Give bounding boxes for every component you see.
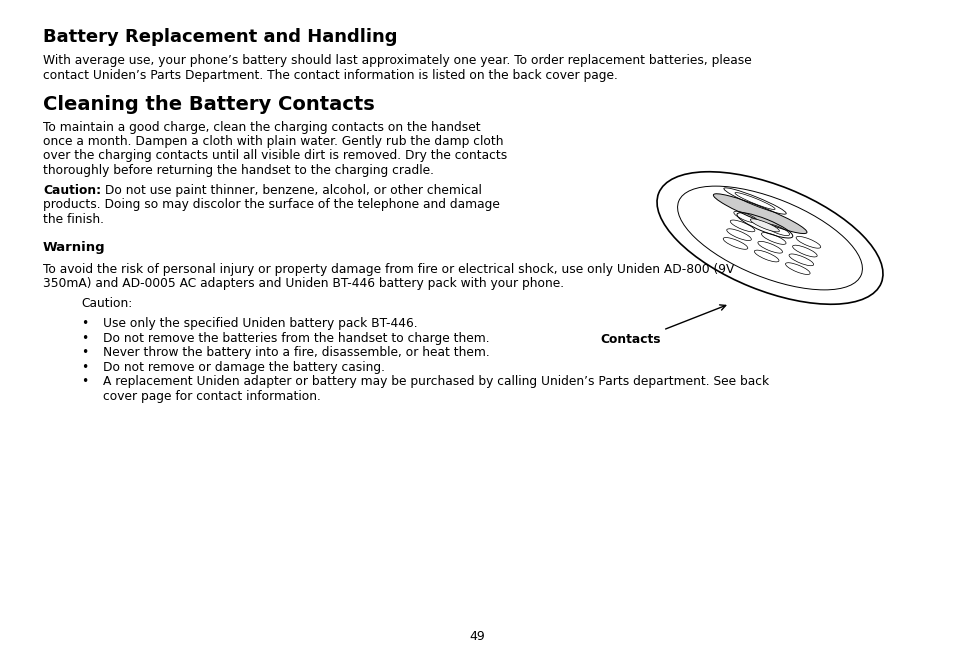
Text: 49: 49 bbox=[469, 630, 484, 643]
Text: •: • bbox=[81, 317, 89, 331]
Text: •: • bbox=[81, 361, 89, 374]
Text: Caution:: Caution: bbox=[81, 297, 132, 311]
Text: Do not use paint thinner, benzene, alcohol, or other chemical: Do not use paint thinner, benzene, alcoh… bbox=[101, 184, 481, 197]
Text: •: • bbox=[81, 347, 89, 359]
Text: To avoid the risk of personal injury or property damage from fire or electrical : To avoid the risk of personal injury or … bbox=[43, 263, 734, 276]
Ellipse shape bbox=[713, 194, 806, 234]
Text: Caution:: Caution: bbox=[43, 184, 101, 197]
Text: Warning: Warning bbox=[43, 241, 106, 254]
Text: •: • bbox=[81, 375, 89, 389]
Text: •: • bbox=[81, 332, 89, 345]
Ellipse shape bbox=[750, 219, 779, 232]
Text: contact Uniden’s Parts Department. The contact information is listed on the back: contact Uniden’s Parts Department. The c… bbox=[43, 69, 618, 81]
Text: To maintain a good charge, clean the charging contacts on the handset: To maintain a good charge, clean the cha… bbox=[43, 120, 480, 134]
Text: With average use, your phone’s battery should last approximately one year. To or: With average use, your phone’s battery s… bbox=[43, 54, 751, 67]
Text: 350mA) and AD-0005 AC adapters and Uniden BT-446 battery pack with your phone.: 350mA) and AD-0005 AC adapters and Unide… bbox=[43, 277, 563, 291]
Text: Battery Replacement and Handling: Battery Replacement and Handling bbox=[43, 28, 397, 46]
Text: Do not remove the batteries from the handset to charge them.: Do not remove the batteries from the han… bbox=[103, 332, 489, 345]
Text: Cleaning the Battery Contacts: Cleaning the Battery Contacts bbox=[43, 94, 375, 114]
Text: over the charging contacts until all visible dirt is removed. Dry the contacts: over the charging contacts until all vis… bbox=[43, 150, 507, 162]
Text: products. Doing so may discolor the surface of the telephone and damage: products. Doing so may discolor the surf… bbox=[43, 198, 499, 212]
Text: once a month. Dampen a cloth with plain water. Gently rub the damp cloth: once a month. Dampen a cloth with plain … bbox=[43, 135, 503, 148]
Text: Contacts: Contacts bbox=[599, 333, 659, 346]
Text: A replacement Uniden adapter or battery may be purchased by calling Uniden’s Par: A replacement Uniden adapter or battery … bbox=[103, 375, 768, 389]
Text: Use only the specified Uniden battery pack BT-446.: Use only the specified Uniden battery pa… bbox=[103, 317, 417, 331]
Text: Never throw the battery into a fire, disassemble, or heat them.: Never throw the battery into a fire, dis… bbox=[103, 347, 489, 359]
Text: cover page for contact information.: cover page for contact information. bbox=[103, 390, 320, 403]
Text: Do not remove or damage the battery casing.: Do not remove or damage the battery casi… bbox=[103, 361, 385, 374]
Text: thoroughly before returning the handset to the charging cradle.: thoroughly before returning the handset … bbox=[43, 164, 434, 177]
Text: the finish.: the finish. bbox=[43, 213, 104, 226]
